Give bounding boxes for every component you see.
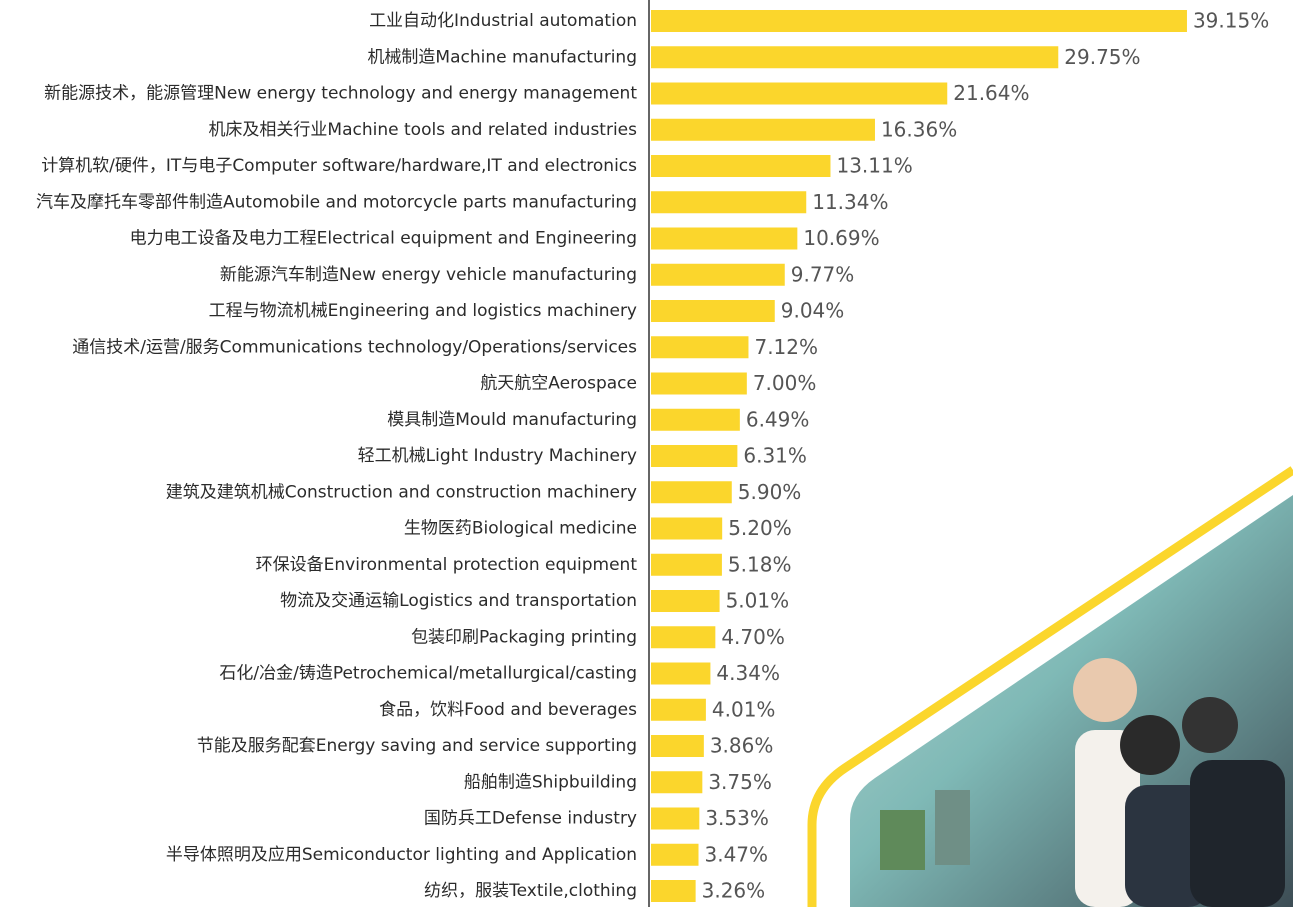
- value-label: 6.31%: [743, 444, 807, 468]
- value-label: 11.34%: [812, 190, 888, 214]
- value-label: 5.18%: [728, 552, 792, 576]
- category-label: 船舶制造Shipbuilding: [464, 772, 637, 792]
- value-label: 5.90%: [738, 480, 802, 504]
- category-label: 计算机软/硬件，IT与电子Computer software/hardware,…: [41, 156, 637, 176]
- category-label: 新能源技术，能源管理New energy technology and ener…: [44, 84, 637, 104]
- category-label: 新能源汽车制造New energy vehicle manufacturing: [220, 265, 637, 285]
- value-label: 4.34%: [716, 661, 780, 685]
- value-label: 4.70%: [721, 625, 785, 649]
- value-label: 39.15%: [1193, 9, 1269, 33]
- value-label: 10.69%: [803, 226, 879, 250]
- page: {"chart_data": {"type": "bar", "orientat…: [0, 0, 1293, 907]
- bar: [651, 735, 704, 757]
- category-label: 工程与物流机械Engineering and logistics machine…: [209, 301, 637, 321]
- bar: [651, 481, 732, 503]
- category-label: 通信技术/运营/服务Communications technology/Oper…: [72, 337, 637, 357]
- value-label: 21.64%: [953, 81, 1029, 105]
- category-label: 食品，饮料Food and beverages: [379, 700, 637, 720]
- value-label: 3.86%: [710, 734, 774, 758]
- category-label: 包装印刷Packaging printing: [411, 627, 637, 647]
- value-label: 13.11%: [836, 154, 912, 178]
- category-label: 节能及服务配套Energy saving and service support…: [197, 736, 637, 756]
- value-label: 9.77%: [791, 262, 855, 286]
- value-label: 6.49%: [746, 407, 810, 431]
- category-label: 工业自动化Industrial automation: [369, 11, 637, 31]
- bar: [651, 155, 830, 177]
- category-label: 机床及相关行业Machine tools and related industr…: [208, 120, 637, 140]
- category-label: 汽车及摩托车零部件制造Automobile and motorcycle par…: [36, 192, 637, 212]
- value-label: 7.00%: [753, 371, 817, 395]
- bar: [651, 83, 947, 105]
- bar: [651, 663, 710, 685]
- bar: [651, 119, 875, 141]
- value-label: 5.01%: [726, 589, 790, 613]
- category-label: 国防兵工Defense industry: [424, 809, 637, 829]
- category-label: 电力电工设备及电力工程Electrical equipment and Engi…: [130, 229, 637, 249]
- bar: [651, 409, 740, 431]
- category-label: 航天航空Aerospace: [480, 374, 637, 394]
- bar: [651, 590, 720, 612]
- bar: [651, 228, 797, 250]
- category-label: 半导体照明及应用Semiconductor lighting and Appli…: [166, 845, 637, 865]
- bar: [651, 699, 706, 721]
- bar: [651, 445, 737, 467]
- category-label: 石化/冶金/铸造Petrochemical/metallurgical/cast…: [219, 664, 637, 684]
- value-label: 3.47%: [705, 842, 769, 866]
- category-label: 建筑及建筑机械Construction and construction mac…: [166, 482, 637, 502]
- value-label: 4.01%: [712, 697, 776, 721]
- category-label: 环保设备Environmental protection equipment: [256, 555, 638, 575]
- bar: [651, 518, 722, 540]
- bar: [651, 880, 696, 902]
- category-label: 纺织，服装Textile,clothing: [424, 881, 637, 901]
- bar: [651, 626, 715, 648]
- bar: [651, 554, 722, 576]
- category-label: 机械制造Machine manufacturing: [367, 47, 637, 67]
- value-label: 16.36%: [881, 117, 957, 141]
- bar: [651, 336, 748, 358]
- bar: [651, 844, 699, 866]
- value-label: 3.26%: [702, 879, 766, 903]
- category-label: 生物医药Biological medicine: [404, 519, 637, 539]
- value-label: 5.20%: [728, 516, 792, 540]
- value-label: 29.75%: [1064, 45, 1140, 69]
- value-label: 3.75%: [708, 770, 772, 794]
- bar: [651, 264, 785, 286]
- chart: 工业自动化Industrial automation 39.15% 机械制造Mach…: [0, 0, 1293, 907]
- category-label: 物流及交通运输Logistics and transportation: [280, 591, 637, 611]
- bar: [651, 808, 699, 830]
- value-label: 3.53%: [705, 806, 769, 830]
- bar: [651, 300, 775, 322]
- bar: [651, 191, 806, 213]
- value-label: 7.12%: [754, 335, 818, 359]
- value-label: 9.04%: [781, 299, 845, 323]
- category-label: 模具制造Mould manufacturing: [387, 410, 637, 430]
- bar: [651, 46, 1058, 68]
- bar: [651, 373, 747, 395]
- bar: [651, 10, 1187, 32]
- bar: [651, 771, 702, 793]
- photo-decoration: [812, 470, 1293, 907]
- category-label: 轻工机械Light Industry Machinery: [358, 446, 637, 466]
